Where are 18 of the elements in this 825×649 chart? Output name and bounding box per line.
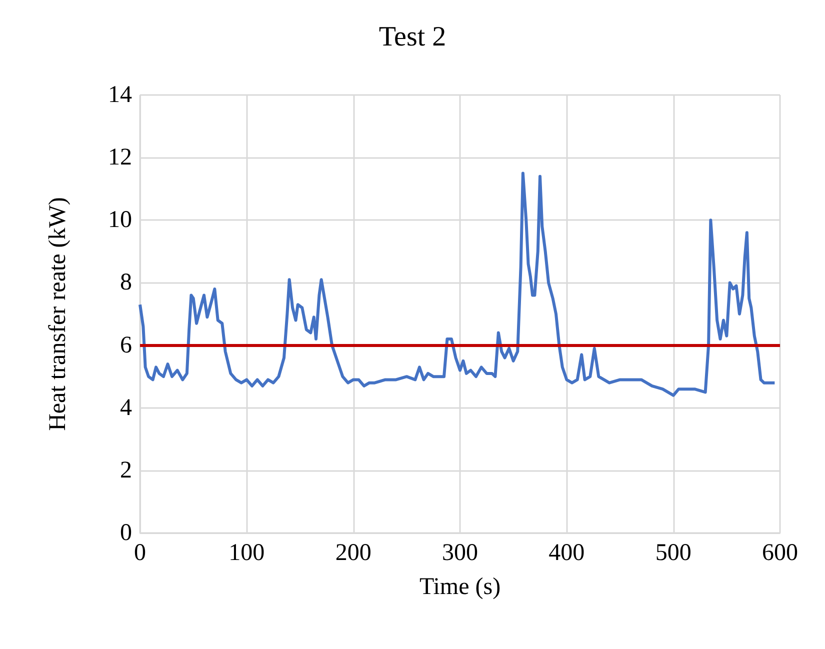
y-tick-label: 2 <box>120 457 132 484</box>
y-axis-title: Heat transfer reate (kW) <box>45 197 71 431</box>
y-tick-label: 10 <box>108 207 132 234</box>
y-tick-label: 14 <box>108 82 132 108</box>
x-axis-title: Time (s) <box>419 574 501 600</box>
x-tick-label: 100 <box>228 540 265 566</box>
y-tick-label: 8 <box>120 270 132 296</box>
x-tick-label: 400 <box>548 540 585 566</box>
x-tick-label: 500 <box>655 540 692 566</box>
x-tick-label: 200 <box>335 540 372 566</box>
chart-title: Test 2 <box>378 22 446 52</box>
x-tick-label: 300 <box>442 540 478 566</box>
y-tick-label: 0 <box>120 520 132 546</box>
x-tick-label: 600 <box>762 540 798 566</box>
y-tick-label: 6 <box>120 332 132 358</box>
line-series <box>138 172 776 397</box>
y-tick-label: 4 <box>120 394 132 421</box>
y-tick-label: 12 <box>108 144 132 171</box>
